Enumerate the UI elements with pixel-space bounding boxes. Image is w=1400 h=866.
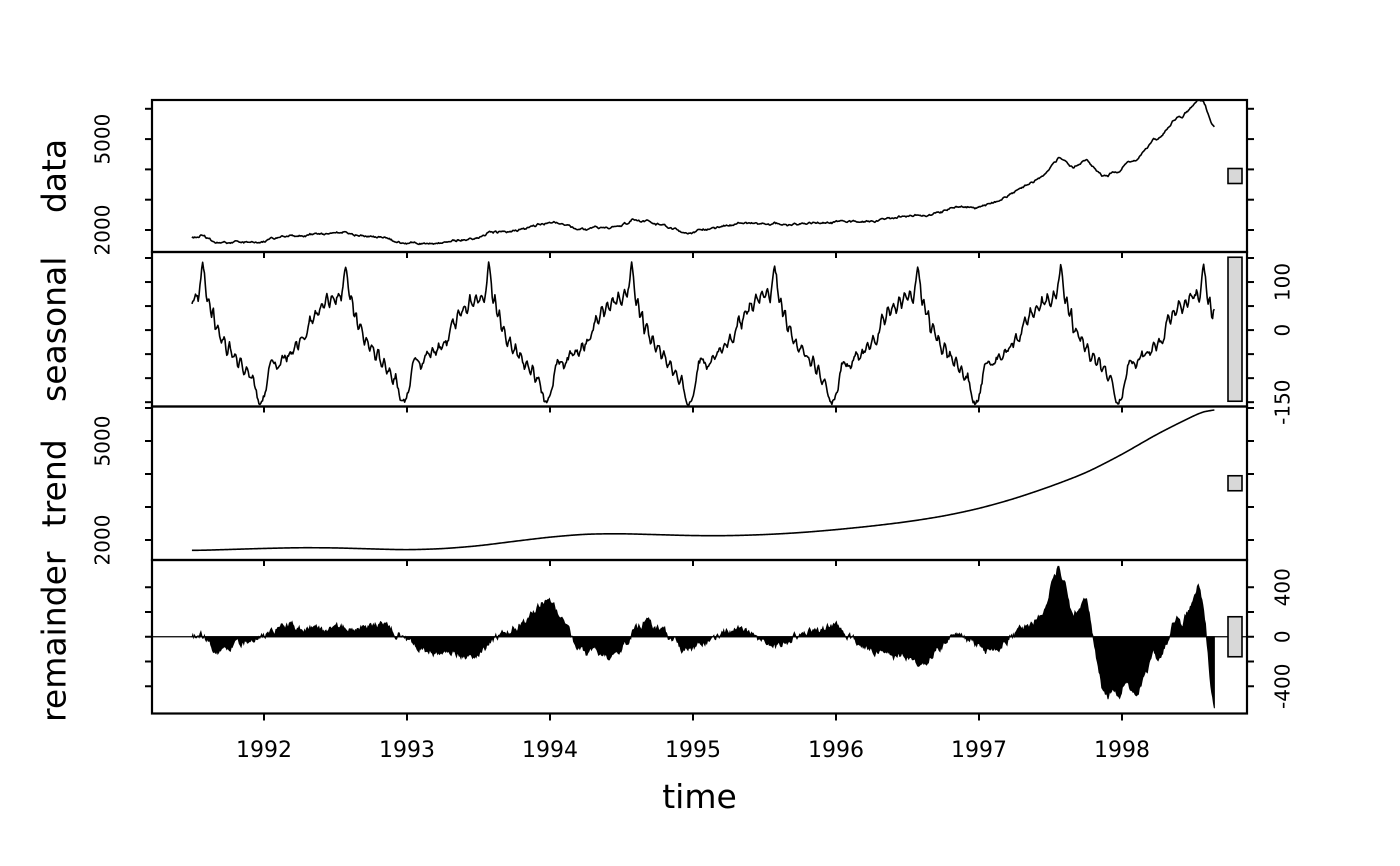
- range-bar-seasonal: [1227, 256, 1243, 403]
- panel-label-remainder: remainder: [35, 551, 74, 722]
- y-tick-label-remainder-400: 400: [1271, 568, 1295, 606]
- x-tick-label-1995: 1995: [665, 738, 721, 763]
- x-tick-label-1994: 1994: [522, 738, 578, 763]
- panel-label-trend: trend: [35, 439, 74, 527]
- x-tick-label-1993: 1993: [379, 738, 435, 763]
- y-tick-label-seasonal--150: -150: [1271, 379, 1295, 424]
- range-bar-data: [1227, 167, 1243, 185]
- range-bar-trend: [1227, 474, 1243, 492]
- x-tick-label-1998: 1998: [1094, 738, 1150, 763]
- panel-label-data: data: [35, 139, 74, 213]
- y-tick-label-remainder-0: 0: [1271, 630, 1295, 643]
- y-tick-label-seasonal-100: 100: [1271, 263, 1295, 301]
- y-tick-label-data-5000: 5000: [91, 114, 115, 165]
- x-tick-label-1996: 1996: [808, 738, 864, 763]
- x-tick-label-1997: 1997: [951, 738, 1007, 763]
- trend-series-line: [191, 409, 1215, 552]
- remainder-series-area: [191, 565, 1215, 709]
- range-bar-remainder: [1227, 615, 1243, 658]
- y-tick-label-trend-2000: 2000: [91, 515, 115, 566]
- x-tick-label-1992: 1992: [236, 738, 292, 763]
- panel-label-seasonal: seasonal: [35, 257, 74, 402]
- series-layer: [152, 99, 1247, 709]
- y-tick-label-remainder--400: -400: [1271, 664, 1295, 709]
- y-tick-label-trend-5000: 5000: [91, 416, 115, 467]
- x-axis-title: time: [662, 777, 737, 816]
- seasonal-series-line: [191, 261, 1216, 406]
- y-tick-label-seasonal-0: 0: [1271, 324, 1295, 337]
- y-tick-label-data-2000: 2000: [91, 205, 115, 256]
- data-series-line: [191, 99, 1215, 246]
- axes-layer: 2000 5000 data -150 0 100 seasonal 2000 5000 tren…: [35, 98, 1295, 816]
